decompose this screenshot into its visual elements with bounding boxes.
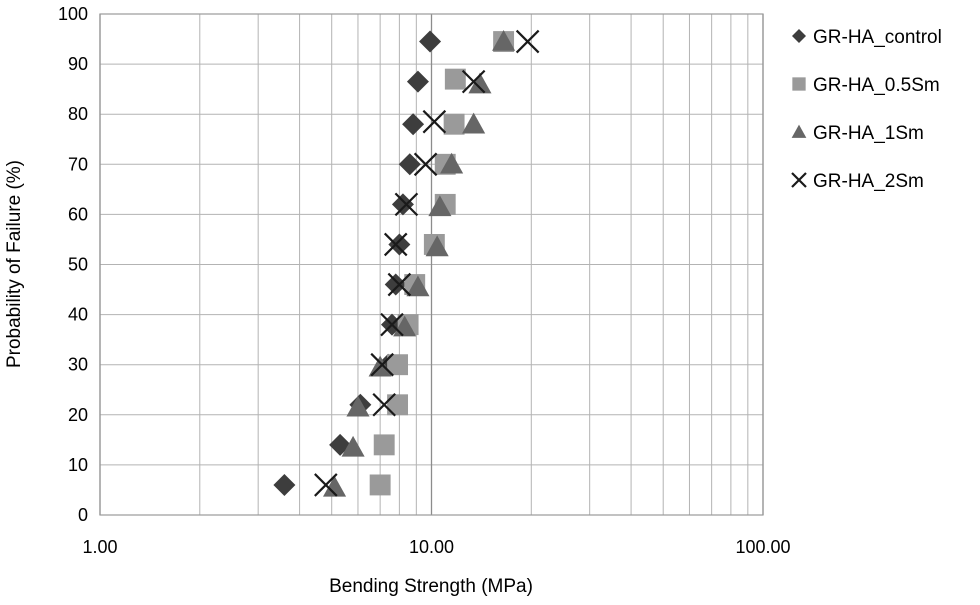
data-point-gr-ha-2sm — [372, 393, 396, 417]
data-point-gr-ha-2sm — [461, 69, 486, 94]
y-tick-label: 20 — [68, 405, 88, 425]
data-point-gr-ha-1sm — [440, 152, 464, 174]
data-point-gr-ha-0-5sm — [387, 354, 409, 376]
data-point-gr-ha-2sm — [380, 312, 404, 337]
legend-marker-gr-ha-1sm — [791, 124, 807, 138]
legend-marker-gr-ha-control — [792, 29, 806, 43]
data-point-gr-ha-2sm — [314, 473, 338, 497]
data-point-gr-ha-1sm — [492, 30, 516, 51]
x-tick-label: 100.00 — [735, 537, 790, 557]
y-tick-label: 100 — [58, 4, 88, 24]
data-point-gr-ha-1sm — [346, 395, 370, 417]
y-tick-label: 90 — [68, 54, 88, 74]
data-point-gr-ha-1sm — [323, 475, 347, 497]
y-axis-title: Probability of Failure (%) — [4, 160, 25, 368]
data-point-gr-ha-control — [398, 153, 421, 176]
legend-label-gr-ha-2sm: GR-HA_2Sm — [813, 171, 924, 192]
data-points — [273, 29, 540, 497]
legend: GR-HA_control GR-HA_0.5Sm GR-HA_1Sm GR-HA_2… — [791, 27, 942, 192]
y-tick-label: 80 — [68, 104, 88, 124]
tick-labels: 0 10 20 30 40 50 60 70 80 90 100 1.00 10.00 100.00 — [58, 4, 791, 557]
data-point-gr-ha-control — [419, 30, 442, 53]
data-point-gr-ha-2sm — [413, 152, 438, 177]
data-point-gr-ha-control — [402, 113, 425, 136]
legend-marker-gr-ha-0-5sm — [792, 77, 806, 91]
data-point-gr-ha-2sm — [383, 232, 408, 257]
y-tick-label: 40 — [68, 305, 88, 325]
legend-label-gr-ha-control: GR-HA_control — [813, 27, 942, 48]
y-tick-label: 0 — [78, 505, 88, 525]
x-axis-title: Bending Strength (MPa) — [329, 576, 533, 597]
data-point-gr-ha-0-5sm — [373, 434, 395, 456]
y-tick-label: 10 — [68, 455, 88, 475]
data-point-gr-ha-control — [273, 473, 296, 496]
data-point-gr-ha-2sm — [394, 192, 419, 217]
data-point-gr-ha-2sm — [370, 352, 394, 377]
data-point-gr-ha-0-5sm — [387, 394, 409, 416]
data-point-gr-ha-1sm — [468, 72, 492, 94]
data-point-gr-ha-2sm — [422, 109, 447, 134]
plot-area-border — [99, 13, 764, 516]
data-point-gr-ha-1sm — [462, 112, 486, 134]
data-point-gr-ha-control — [388, 233, 411, 256]
data-point-gr-ha-control — [406, 70, 429, 93]
legend-label-gr-ha-1sm: GR-HA_1Sm — [813, 123, 924, 144]
data-point-gr-ha-0-5sm — [443, 113, 465, 135]
data-point-gr-ha-2sm — [515, 29, 540, 54]
y-tick-label: 30 — [68, 355, 88, 375]
data-point-gr-ha-1sm — [406, 275, 430, 297]
data-point-gr-ha-1sm — [425, 235, 449, 257]
y-tick-label: 50 — [68, 255, 88, 275]
grid — [99, 13, 764, 516]
legend-label-gr-ha-0-5sm: GR-HA_0.5Sm — [813, 75, 940, 96]
y-tick-label: 60 — [68, 204, 88, 224]
data-point-gr-ha-1sm — [341, 435, 365, 457]
data-point-gr-ha-1sm — [428, 195, 452, 217]
data-point-gr-ha-control — [384, 273, 407, 296]
x-tick-label: 1.00 — [82, 537, 117, 557]
data-point-gr-ha-0-5sm — [369, 474, 391, 496]
data-point-gr-ha-0-5sm — [444, 68, 466, 90]
y-tick-label: 70 — [68, 154, 88, 174]
x-tick-label: 10.00 — [409, 537, 454, 557]
data-point-gr-ha-control — [391, 193, 414, 216]
data-point-gr-ha-2sm — [387, 272, 412, 297]
legend-marker-gr-ha-2sm — [791, 172, 807, 188]
